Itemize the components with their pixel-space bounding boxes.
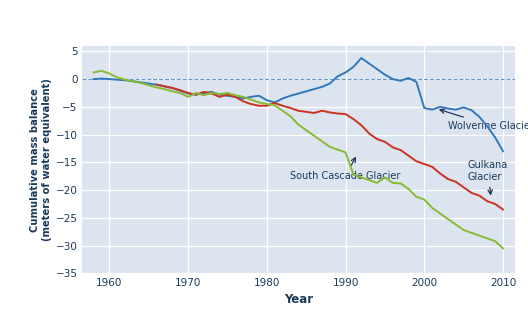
X-axis label: Year: Year <box>284 293 313 306</box>
Text: South Cascade Glacier: South Cascade Glacier <box>290 158 401 181</box>
Text: Figure 2. Cumulative Mass Balance of Three U.S. Glaciers, 1958–2010: Figure 2. Cumulative Mass Balance of Thr… <box>6 17 454 27</box>
Y-axis label: Cumulative mass balance
(meters of water equivalent): Cumulative mass balance (meters of water… <box>30 78 52 241</box>
Text: Gulkana
Glacier: Gulkana Glacier <box>468 160 508 194</box>
Text: Wolverine Glacier: Wolverine Glacier <box>440 109 528 131</box>
